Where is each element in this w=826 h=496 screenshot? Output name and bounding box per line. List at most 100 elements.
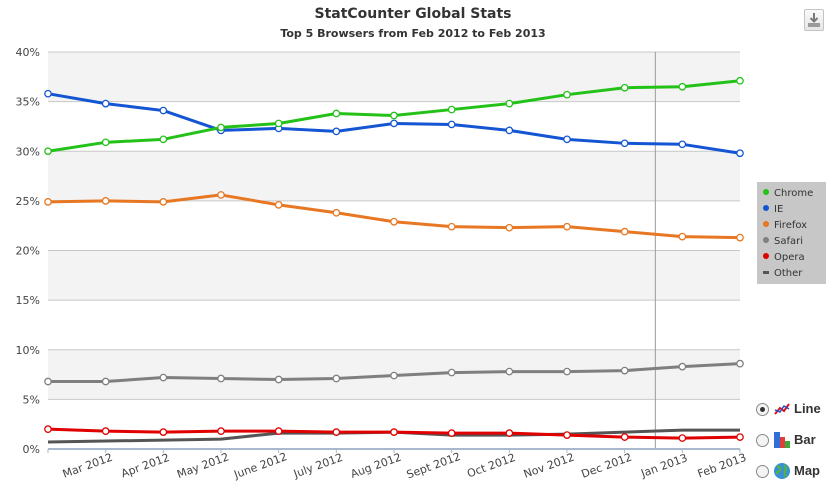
plot-band (48, 151, 740, 201)
data-point-firefox[interactable] (217, 191, 225, 199)
data-point-safari[interactable] (274, 375, 283, 384)
data-point-ie[interactable] (736, 149, 744, 158)
download-button[interactable] (804, 9, 824, 31)
data-point-firefox[interactable] (274, 200, 283, 209)
x-tick-label: Apr 2012 (119, 451, 171, 480)
data-point-opera[interactable] (390, 428, 398, 436)
legend-item-opera[interactable]: Opera (763, 252, 805, 268)
chart-subtitle: Top 5 Browsers from Feb 2012 to Feb 2013 (280, 27, 546, 40)
x-tick-label: Aug 2012 (349, 451, 403, 481)
map-chart-option[interactable]: Map (756, 462, 826, 484)
legend-item-chrome[interactable]: Chrome (763, 188, 813, 204)
data-point-firefox[interactable] (44, 198, 52, 206)
line-chart-option[interactable]: Line (756, 400, 826, 422)
data-point-ie[interactable] (447, 120, 456, 129)
data-point-firefox[interactable] (332, 208, 341, 217)
data-point-firefox[interactable] (505, 223, 514, 232)
data-point-firefox[interactable] (447, 222, 456, 231)
legend-item-other[interactable]: Other (763, 268, 802, 284)
data-point-chrome[interactable] (447, 105, 456, 114)
data-point-ie[interactable] (678, 140, 687, 149)
data-point-firefox[interactable] (736, 233, 744, 242)
data-point-opera[interactable] (447, 429, 456, 437)
data-point-chrome[interactable] (678, 82, 687, 91)
data-point-safari[interactable] (563, 367, 571, 376)
legend-label: Other (774, 268, 803, 279)
map-chart-radio[interactable] (756, 465, 769, 478)
data-point-opera[interactable] (274, 427, 283, 435)
bar-chart-option[interactable]: Bar (756, 431, 826, 453)
data-point-ie[interactable] (620, 139, 629, 148)
legend: Chrome IE Firefox Safari Opera Other (757, 182, 826, 284)
data-point-opera[interactable] (332, 428, 341, 436)
legend-item-ie[interactable]: IE (763, 204, 783, 220)
data-point-chrome[interactable] (620, 83, 629, 92)
data-point-safari[interactable] (44, 377, 52, 386)
data-point-firefox[interactable] (101, 197, 110, 205)
data-point-chrome[interactable] (390, 111, 398, 120)
legend-item-firefox[interactable]: Firefox (763, 220, 807, 236)
data-point-opera[interactable] (678, 434, 687, 442)
bar-chart-icon (774, 432, 790, 448)
data-point-firefox[interactable] (620, 227, 629, 236)
plot-background-bands (48, 52, 740, 400)
bar-chart-label: Bar (794, 432, 816, 447)
data-point-safari[interactable] (736, 359, 744, 368)
data-point-firefox[interactable] (390, 217, 398, 226)
data-point-chrome[interactable] (44, 147, 52, 156)
bar-chart-radio[interactable] (756, 434, 769, 447)
legend-label: Opera (774, 252, 805, 263)
data-point-safari[interactable] (620, 366, 629, 375)
data-point-chrome[interactable] (563, 90, 571, 99)
data-point-safari[interactable] (217, 374, 225, 383)
x-axis-tick-labels: Mar 2012 Apr 2012 May 2012 June 2012 July 20… (61, 450, 748, 482)
data-point-opera[interactable] (159, 428, 168, 436)
data-point-ie[interactable] (563, 135, 571, 144)
data-point-opera[interactable] (44, 425, 52, 433)
data-point-chrome[interactable] (332, 109, 341, 118)
x-tick-label: Sept 2012 (405, 450, 463, 482)
data-point-ie[interactable] (332, 127, 341, 136)
data-point-chrome[interactable] (736, 76, 744, 85)
y-tick-label: 40% (16, 46, 40, 59)
line-chart-radio[interactable] (756, 403, 769, 416)
data-point-ie[interactable] (390, 119, 398, 128)
data-point-chrome[interactable] (217, 123, 225, 132)
data-point-opera[interactable] (620, 433, 629, 441)
data-point-chrome[interactable] (159, 135, 168, 144)
y-tick-label: 25% (16, 195, 40, 208)
x-tick-label: Oct 2012 (465, 451, 517, 480)
data-point-chrome[interactable] (505, 99, 514, 108)
data-point-firefox[interactable] (563, 222, 571, 231)
data-point-opera[interactable] (736, 433, 744, 441)
data-point-opera[interactable] (563, 431, 571, 439)
y-tick-label: 0% (23, 443, 40, 456)
data-point-chrome[interactable] (274, 119, 283, 128)
x-tick-label: Mar 2012 (61, 451, 115, 481)
data-point-safari[interactable] (332, 374, 341, 383)
data-point-firefox[interactable] (678, 232, 687, 241)
legend-item-safari[interactable]: Safari (763, 236, 803, 252)
legend-marker (763, 221, 769, 227)
data-point-safari[interactable] (505, 367, 514, 376)
download-icon (808, 13, 820, 27)
x-tick-label: Jan 2013 (638, 451, 689, 480)
data-point-ie[interactable] (44, 89, 52, 98)
data-point-safari[interactable] (678, 362, 687, 371)
data-point-opera[interactable] (505, 429, 514, 437)
data-point-chrome[interactable] (101, 138, 110, 147)
data-point-opera[interactable] (217, 427, 225, 435)
data-point-ie[interactable] (101, 99, 110, 108)
legend-label: Chrome (774, 188, 814, 199)
data-point-firefox[interactable] (159, 198, 168, 206)
data-point-safari[interactable] (101, 377, 110, 386)
y-axis-tick-labels: 0% 5% 10% 15% 20% 25% 30% 35% 40% (16, 46, 40, 456)
data-point-safari[interactable] (390, 371, 398, 380)
line-chart-icon (774, 403, 790, 415)
data-point-opera[interactable] (101, 427, 110, 435)
data-point-safari[interactable] (159, 373, 168, 382)
data-point-safari[interactable] (447, 368, 456, 377)
data-point-ie[interactable] (159, 106, 168, 115)
data-point-ie[interactable] (505, 126, 514, 135)
